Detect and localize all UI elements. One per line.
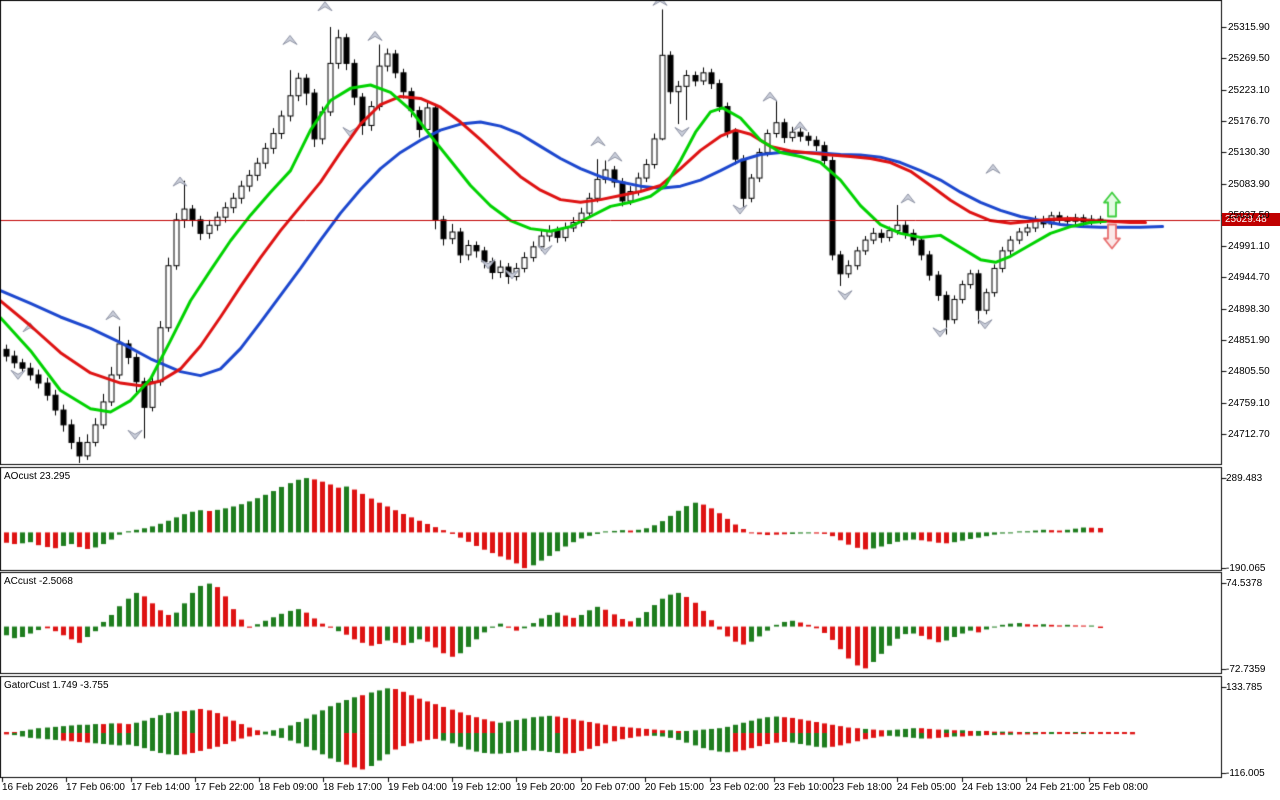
ac-scale-min-label: -72.7359 bbox=[1226, 663, 1266, 675]
time-axis-label: 18 Feb 09:00 bbox=[259, 782, 318, 793]
time-axis-label: 24 Feb 21:00 bbox=[1026, 782, 1085, 793]
ac-indicator-title: ACcust -2.5068 bbox=[4, 576, 73, 587]
price-axis-label: 24991.10 bbox=[1228, 240, 1270, 252]
time-axis-label: 19 Feb 20:00 bbox=[516, 782, 575, 793]
time-axis-label: 25 Feb 08:00 bbox=[1089, 782, 1148, 793]
gator-indicator-title: GatorCust 1.749 -3.755 bbox=[4, 680, 109, 691]
price-axis-label: 25176.70 bbox=[1228, 115, 1270, 127]
ac-scale-max-label: 74.5378 bbox=[1226, 578, 1263, 590]
price-axis-label: 24805.50 bbox=[1228, 365, 1270, 377]
current-price-tag: 25029.48 bbox=[1222, 213, 1280, 226]
price-axis-label: 25083.90 bbox=[1228, 178, 1270, 190]
price-axis-label: 25130.30 bbox=[1228, 146, 1270, 158]
time-axis-label: 18 Feb 17:00 bbox=[323, 782, 382, 793]
time-axis-label: 24 Feb 05:00 bbox=[897, 782, 956, 793]
ao-scale-min-label: -190.065 bbox=[1226, 563, 1266, 575]
time-axis-label: 19 Feb 12:00 bbox=[452, 782, 511, 793]
gator-scale-min-label: -116.005 bbox=[1226, 767, 1265, 779]
price-axis-label: 24944.70 bbox=[1228, 271, 1270, 283]
price-axis-label: 24759.10 bbox=[1228, 397, 1270, 409]
time-axis-label: 23 Feb 10:00 bbox=[774, 782, 833, 793]
gator-scale-max-label: 133.785 bbox=[1226, 682, 1263, 694]
time-axis-label: 23 Feb 02:00 bbox=[710, 782, 769, 793]
time-axis-label: 24 Feb 13:00 bbox=[962, 782, 1021, 793]
ao-indicator-title: AOcust 23.295 bbox=[4, 471, 71, 482]
price-axis-label: 25037.50 bbox=[1228, 209, 1270, 221]
time-axis-label: 16 Feb 2026 bbox=[2, 782, 59, 793]
time-axis-label: 17 Feb 22:00 bbox=[195, 782, 254, 793]
time-axis-label: 23 Feb 18:00 bbox=[833, 782, 892, 793]
price-axis-label: 25269.50 bbox=[1228, 52, 1270, 64]
price-axis-label: 25315.90 bbox=[1228, 21, 1270, 33]
price-axis-label: 24851.90 bbox=[1228, 334, 1270, 346]
price-axis-label: 24712.70 bbox=[1228, 428, 1270, 440]
time-axis-label: 17 Feb 06:00 bbox=[66, 782, 125, 793]
ao-scale-max-label: 289.483 bbox=[1226, 472, 1263, 484]
time-axis-label: 20 Feb 07:00 bbox=[581, 782, 640, 793]
price-axis-label: 25223.10 bbox=[1228, 84, 1270, 96]
time-axis-label: 19 Feb 04:00 bbox=[388, 782, 447, 793]
price-axis-label: 24898.30 bbox=[1228, 303, 1270, 315]
time-axis-label: 20 Feb 15:00 bbox=[645, 782, 704, 793]
time-axis-label: 17 Feb 14:00 bbox=[131, 782, 190, 793]
